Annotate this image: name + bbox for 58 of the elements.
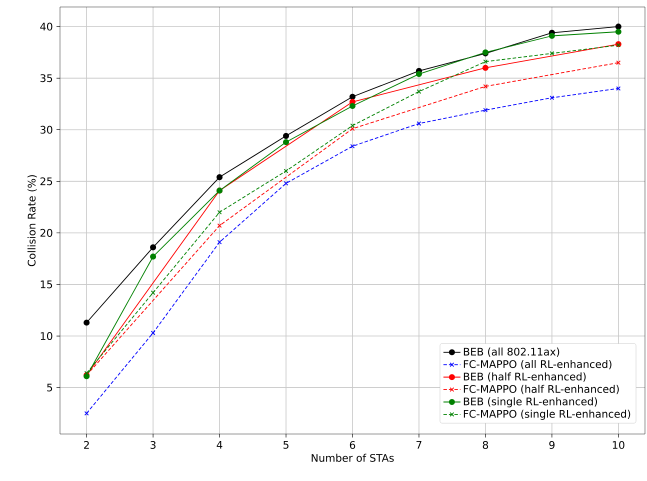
point [416, 71, 422, 78]
point [616, 60, 621, 65]
y-tick-label: 15 [40, 280, 52, 288]
legend-label: BEB (all 802.11ax) [464, 348, 560, 357]
point [483, 59, 488, 64]
point [217, 240, 222, 244]
point [349, 102, 356, 110]
x-tick-label: 7 [416, 441, 422, 449]
legend-label: FC-MAPPO (single RL-enhanced) [464, 410, 630, 420]
point [216, 174, 223, 180]
point [482, 64, 488, 71]
point [350, 126, 355, 131]
point [483, 108, 488, 112]
y-tick-label: 40 [40, 22, 52, 31]
x-tick-label: 9 [549, 441, 555, 449]
legend-label: BEB (half RL-enhanced) [464, 372, 586, 382]
x-tick-label: 3 [150, 441, 156, 449]
legend-label: FC-MAPPO (half RL-enhanced) [464, 384, 619, 394]
point [217, 223, 222, 228]
point [284, 168, 288, 174]
point [548, 32, 555, 39]
point [150, 254, 156, 260]
point [349, 94, 356, 100]
x-axis-title: Number of STAs [312, 454, 394, 462]
point [615, 24, 622, 30]
point [282, 139, 290, 146]
legend-label: BEB (single RL-enhanced) [464, 397, 598, 408]
x-tick-label: 10 [612, 441, 624, 449]
point [550, 95, 554, 100]
point [150, 244, 156, 250]
point [615, 28, 622, 35]
y-axis-title: Collision Rate (%) [28, 175, 37, 266]
point [550, 51, 554, 56]
point [350, 123, 355, 128]
point [282, 132, 290, 139]
point [350, 144, 355, 149]
point [84, 411, 89, 416]
y-tick-label: 25 [40, 177, 52, 186]
y-tick-label: 30 [40, 126, 52, 134]
point [150, 330, 156, 336]
x-tick-label: 4 [216, 441, 222, 449]
legend-label: FC-MAPPO (all RL-enhanced) [464, 360, 612, 370]
x-tick-label: 6 [350, 441, 356, 449]
point [84, 320, 90, 326]
x-tick-label: 5 [284, 441, 288, 449]
y-tick-label: 5 [47, 384, 52, 392]
point [416, 121, 422, 126]
y-tick-label: 10 [40, 332, 52, 340]
point [150, 290, 156, 295]
x-tick-label: 8 [482, 441, 488, 449]
point [483, 84, 488, 89]
x-tick-label: 2 [84, 441, 89, 449]
point [284, 181, 288, 186]
point [217, 210, 222, 215]
point [616, 86, 621, 91]
point [416, 89, 422, 94]
y-tick-label: 20 [40, 228, 52, 237]
y-tick-label: 35 [40, 74, 52, 82]
